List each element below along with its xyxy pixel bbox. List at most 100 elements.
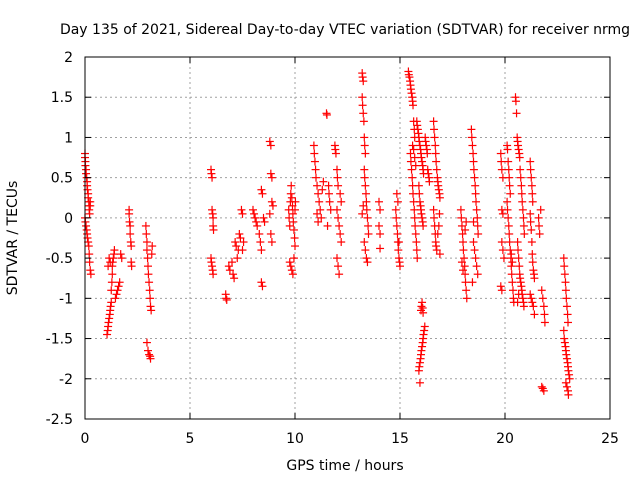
data-point bbox=[314, 217, 323, 226]
data-point bbox=[362, 197, 371, 206]
y-tick-label: -1 bbox=[59, 291, 73, 307]
data-point bbox=[125, 209, 134, 218]
data-point bbox=[104, 262, 113, 271]
data-point bbox=[415, 197, 424, 206]
data-point bbox=[260, 217, 269, 226]
data-point bbox=[526, 165, 535, 174]
data-point bbox=[333, 254, 341, 263]
data-point bbox=[392, 189, 401, 198]
data-point bbox=[514, 254, 523, 263]
chart-title: Day 135 of 2021, Sidereal Day-to-day VTE… bbox=[60, 22, 630, 38]
data-point bbox=[425, 177, 434, 186]
data-point bbox=[333, 205, 341, 214]
data-point bbox=[114, 282, 123, 291]
data-point bbox=[422, 141, 431, 150]
data-point bbox=[528, 189, 537, 198]
data-point bbox=[291, 197, 300, 206]
data-point bbox=[312, 173, 320, 182]
data-point bbox=[530, 310, 539, 319]
data-point bbox=[512, 109, 521, 118]
data-point bbox=[142, 338, 151, 347]
data-point bbox=[391, 205, 400, 214]
data-point bbox=[335, 270, 344, 279]
data-point bbox=[506, 189, 515, 198]
y-tick-label: 0.5 bbox=[51, 171, 73, 187]
data-point bbox=[470, 246, 479, 255]
data-point bbox=[394, 246, 403, 255]
data-point bbox=[417, 153, 426, 162]
data-point bbox=[407, 89, 416, 98]
y-tick-label: -0.5 bbox=[46, 251, 73, 267]
data-point bbox=[527, 173, 536, 182]
data-point bbox=[508, 258, 517, 267]
data-point bbox=[104, 318, 113, 327]
data-point bbox=[376, 244, 385, 253]
data-point bbox=[257, 278, 266, 287]
data-point bbox=[519, 213, 528, 222]
data-point bbox=[505, 229, 514, 238]
data-point bbox=[473, 221, 482, 230]
data-point bbox=[86, 266, 95, 275]
data-point bbox=[418, 213, 427, 222]
data-point bbox=[324, 181, 333, 190]
data-point bbox=[143, 254, 152, 263]
data-point bbox=[322, 110, 331, 119]
data-point bbox=[434, 185, 443, 194]
data-point bbox=[142, 238, 151, 247]
data-point bbox=[561, 278, 570, 287]
data-point bbox=[375, 197, 383, 206]
data-point bbox=[363, 213, 372, 222]
data-point bbox=[394, 254, 403, 263]
data-point bbox=[359, 117, 368, 126]
axis-ticks: 2 1.5 1 0.5 0 -0.5 -1 -1.5 -2 -2.5 0 5 10 15 20 25 bbox=[46, 50, 619, 447]
data-point bbox=[144, 270, 153, 279]
data-point bbox=[458, 229, 467, 238]
data-point bbox=[462, 217, 471, 226]
data-point bbox=[507, 250, 516, 259]
data-point bbox=[528, 258, 537, 267]
data-point bbox=[407, 165, 416, 174]
data-point bbox=[142, 229, 151, 238]
data-point bbox=[233, 254, 242, 263]
data-point bbox=[535, 229, 544, 238]
data-point bbox=[471, 189, 480, 198]
data-point bbox=[433, 229, 442, 238]
y-axis-label: SDTVAR / TECUs bbox=[5, 181, 21, 296]
data-point bbox=[358, 73, 367, 82]
data-point bbox=[518, 294, 527, 303]
data-point bbox=[560, 270, 569, 279]
data-point bbox=[469, 157, 478, 166]
data-point bbox=[423, 165, 432, 174]
data-point bbox=[430, 213, 439, 222]
x-tick-label: 25 bbox=[601, 431, 619, 447]
data-point bbox=[230, 274, 239, 283]
data-point bbox=[424, 169, 433, 178]
data-point bbox=[406, 157, 415, 166]
data-point bbox=[472, 197, 481, 206]
data-point bbox=[310, 149, 319, 158]
data-point bbox=[126, 229, 135, 238]
data-point bbox=[562, 294, 571, 303]
data-point bbox=[115, 278, 124, 287]
data-point bbox=[289, 254, 298, 263]
data-point bbox=[462, 286, 471, 295]
data-point bbox=[418, 298, 427, 307]
data-point bbox=[420, 326, 429, 335]
data-point bbox=[526, 217, 535, 226]
data-point bbox=[435, 193, 444, 202]
data-point bbox=[539, 386, 548, 395]
data-point bbox=[518, 197, 527, 206]
data-point bbox=[564, 390, 573, 399]
data-point bbox=[333, 165, 341, 174]
data-point bbox=[360, 173, 369, 182]
data-point bbox=[564, 318, 572, 327]
data-point bbox=[145, 278, 154, 287]
data-point bbox=[540, 318, 549, 327]
data-point bbox=[467, 125, 476, 134]
data-point bbox=[519, 302, 528, 311]
data-point bbox=[527, 238, 536, 247]
data-point bbox=[106, 258, 115, 267]
data-point bbox=[529, 302, 538, 311]
data-point bbox=[563, 310, 572, 319]
data-point bbox=[255, 229, 264, 238]
